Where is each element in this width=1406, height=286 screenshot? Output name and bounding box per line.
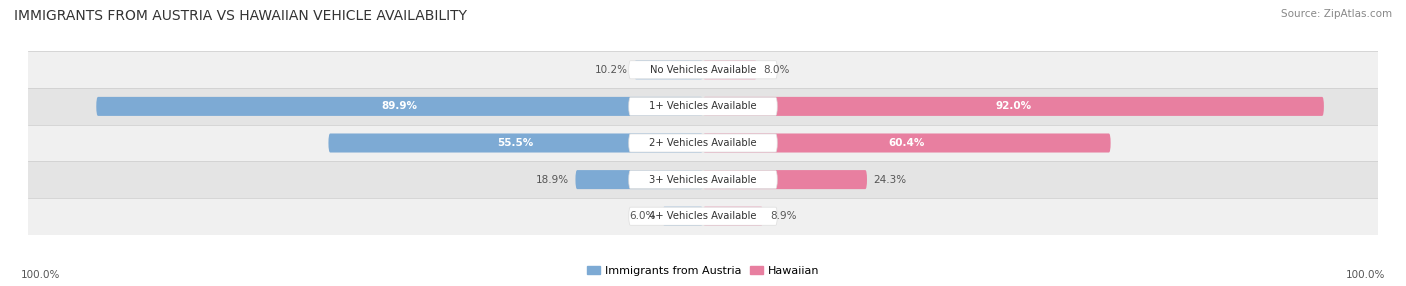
Text: Source: ZipAtlas.com: Source: ZipAtlas.com <box>1281 9 1392 19</box>
Text: 60.4%: 60.4% <box>889 138 925 148</box>
FancyBboxPatch shape <box>703 97 1324 116</box>
FancyBboxPatch shape <box>329 134 703 152</box>
Text: 1+ Vehicles Available: 1+ Vehicles Available <box>650 102 756 111</box>
FancyBboxPatch shape <box>628 134 778 152</box>
FancyBboxPatch shape <box>703 134 1111 152</box>
FancyBboxPatch shape <box>575 170 703 189</box>
Text: 3+ Vehicles Available: 3+ Vehicles Available <box>650 175 756 184</box>
Text: 100.0%: 100.0% <box>1346 270 1385 280</box>
Text: 89.9%: 89.9% <box>381 102 418 111</box>
FancyBboxPatch shape <box>628 97 778 116</box>
Text: 10.2%: 10.2% <box>595 65 627 75</box>
Legend: Immigrants from Austria, Hawaiian: Immigrants from Austria, Hawaiian <box>582 261 824 281</box>
FancyBboxPatch shape <box>662 207 703 226</box>
Text: 8.9%: 8.9% <box>770 211 796 221</box>
Text: 18.9%: 18.9% <box>536 175 568 184</box>
Text: 100.0%: 100.0% <box>21 270 60 280</box>
FancyBboxPatch shape <box>634 60 703 79</box>
Text: IMMIGRANTS FROM AUSTRIA VS HAWAIIAN VEHICLE AVAILABILITY: IMMIGRANTS FROM AUSTRIA VS HAWAIIAN VEHI… <box>14 9 467 23</box>
Bar <box>28 198 1378 235</box>
Text: 92.0%: 92.0% <box>995 102 1032 111</box>
FancyBboxPatch shape <box>628 170 778 189</box>
FancyBboxPatch shape <box>703 207 763 226</box>
FancyBboxPatch shape <box>703 60 756 79</box>
Text: 4+ Vehicles Available: 4+ Vehicles Available <box>650 211 756 221</box>
Text: 24.3%: 24.3% <box>873 175 907 184</box>
Bar <box>28 161 1378 198</box>
FancyBboxPatch shape <box>628 207 778 225</box>
Text: 2+ Vehicles Available: 2+ Vehicles Available <box>650 138 756 148</box>
FancyBboxPatch shape <box>96 97 703 116</box>
Text: 8.0%: 8.0% <box>763 65 790 75</box>
Text: No Vehicles Available: No Vehicles Available <box>650 65 756 75</box>
Text: 6.0%: 6.0% <box>630 211 655 221</box>
FancyBboxPatch shape <box>628 61 778 79</box>
Bar <box>28 125 1378 161</box>
Bar <box>28 88 1378 125</box>
Text: 55.5%: 55.5% <box>498 138 534 148</box>
FancyBboxPatch shape <box>703 170 868 189</box>
Bar <box>28 51 1378 88</box>
